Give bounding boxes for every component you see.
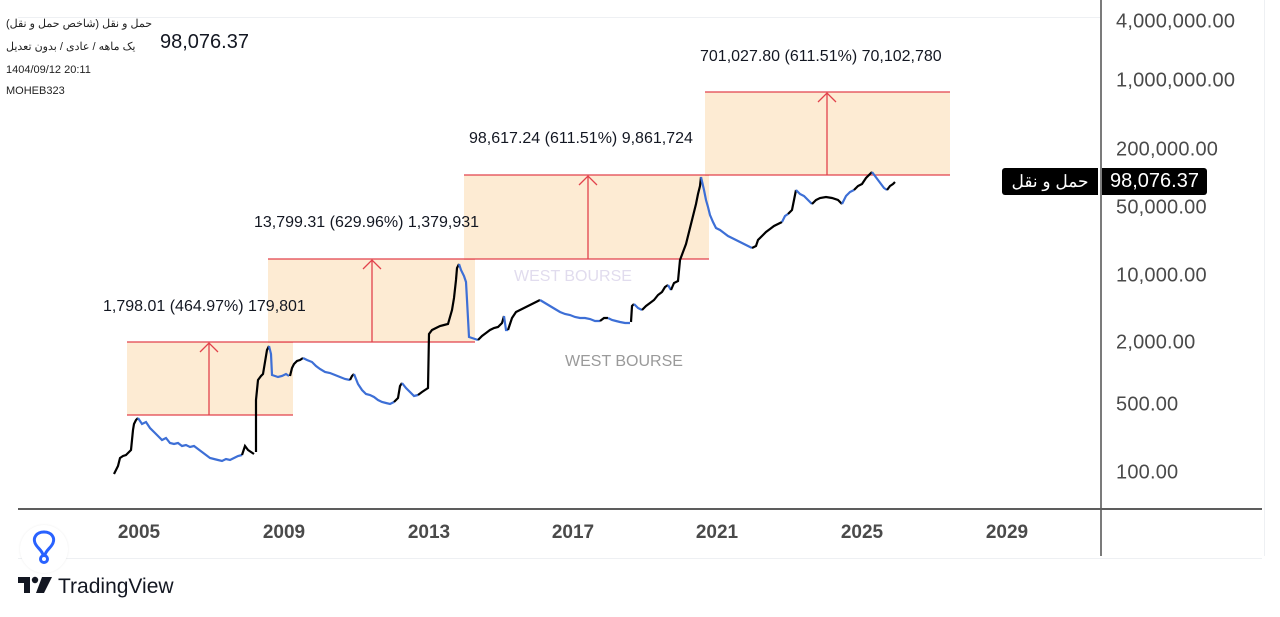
legend-last-value: 98,076.37 bbox=[160, 31, 249, 53]
tradingview-logo-text: TradingView bbox=[58, 575, 174, 598]
price-tick: 100.00 bbox=[1116, 461, 1179, 484]
measure-label-3: 98,617.24 (611.51%) 9,861,724 bbox=[469, 130, 693, 147]
legend-interval: یک ماهه / عادی / بدون تعدیل bbox=[6, 41, 136, 53]
symbol-name-tag: حمل و نقل bbox=[1002, 168, 1098, 195]
year-tick: 2021 bbox=[695, 522, 739, 543]
year-tick: 2029 bbox=[985, 522, 1029, 543]
price-tick: 4,000,000.00 bbox=[1116, 10, 1236, 33]
price-tick: 2,000.00 bbox=[1116, 331, 1196, 354]
legend-author: MOHEB323 bbox=[6, 85, 65, 97]
measure-label-1: 1,798.01 (464.97%) 179,801 bbox=[103, 298, 306, 315]
year-tick: 2025 bbox=[840, 522, 884, 543]
watermark-upper: WEST BOURSE bbox=[514, 268, 632, 285]
idea-bulb-icon bbox=[30, 529, 58, 570]
time-axis[interactable]: 2005 2009 2013 2017 2021 2025 2029 bbox=[18, 508, 1262, 559]
legend-timestamp: 1404/09/12 20:11 bbox=[6, 64, 91, 76]
tradingview-logo-icon bbox=[18, 576, 52, 599]
price-range-box-1[interactable] bbox=[127, 341, 293, 416]
year-tick: 2005 bbox=[117, 522, 161, 543]
price-tick: 500.00 bbox=[1116, 393, 1179, 416]
price-axis[interactable]: 4,000,000.00 1,000,000.00 200,000.00 50,… bbox=[1100, 0, 1265, 556]
price-range-box-3[interactable] bbox=[464, 174, 709, 260]
chart-legend: حمل و نقل (شاخص حمل و نقل) یک ماهه / عاد… bbox=[6, 14, 152, 102]
year-tick: 2009 bbox=[262, 522, 306, 543]
idea-badge-button[interactable] bbox=[20, 525, 68, 573]
price-tick: 200,000.00 bbox=[1116, 138, 1219, 161]
price-range-box-4[interactable] bbox=[705, 91, 950, 176]
measure-label-4: 701,027.80 (611.51%) 70,102,780 bbox=[700, 48, 942, 65]
price-tick: 1,000,000.00 bbox=[1116, 69, 1236, 92]
tradingview-branding[interactable]: TradingView bbox=[18, 575, 174, 599]
price-tick: 50,000.00 bbox=[1116, 196, 1207, 219]
price-tick: 10,000.00 bbox=[1116, 264, 1207, 287]
legend-symbol-title[interactable]: حمل و نقل (شاخص حمل و نقل) bbox=[6, 18, 153, 30]
candlestick-series bbox=[113, 171, 896, 475]
last-price-tag: 98,076.37 bbox=[1102, 168, 1207, 195]
year-tick: 2013 bbox=[407, 522, 451, 543]
watermark-lower: WEST BOURSE bbox=[565, 353, 683, 370]
price-range-box-2[interactable] bbox=[268, 258, 475, 343]
measure-label-2: 13,799.31 (629.96%) 1,379,931 bbox=[254, 214, 480, 231]
year-tick: 2017 bbox=[551, 522, 595, 543]
